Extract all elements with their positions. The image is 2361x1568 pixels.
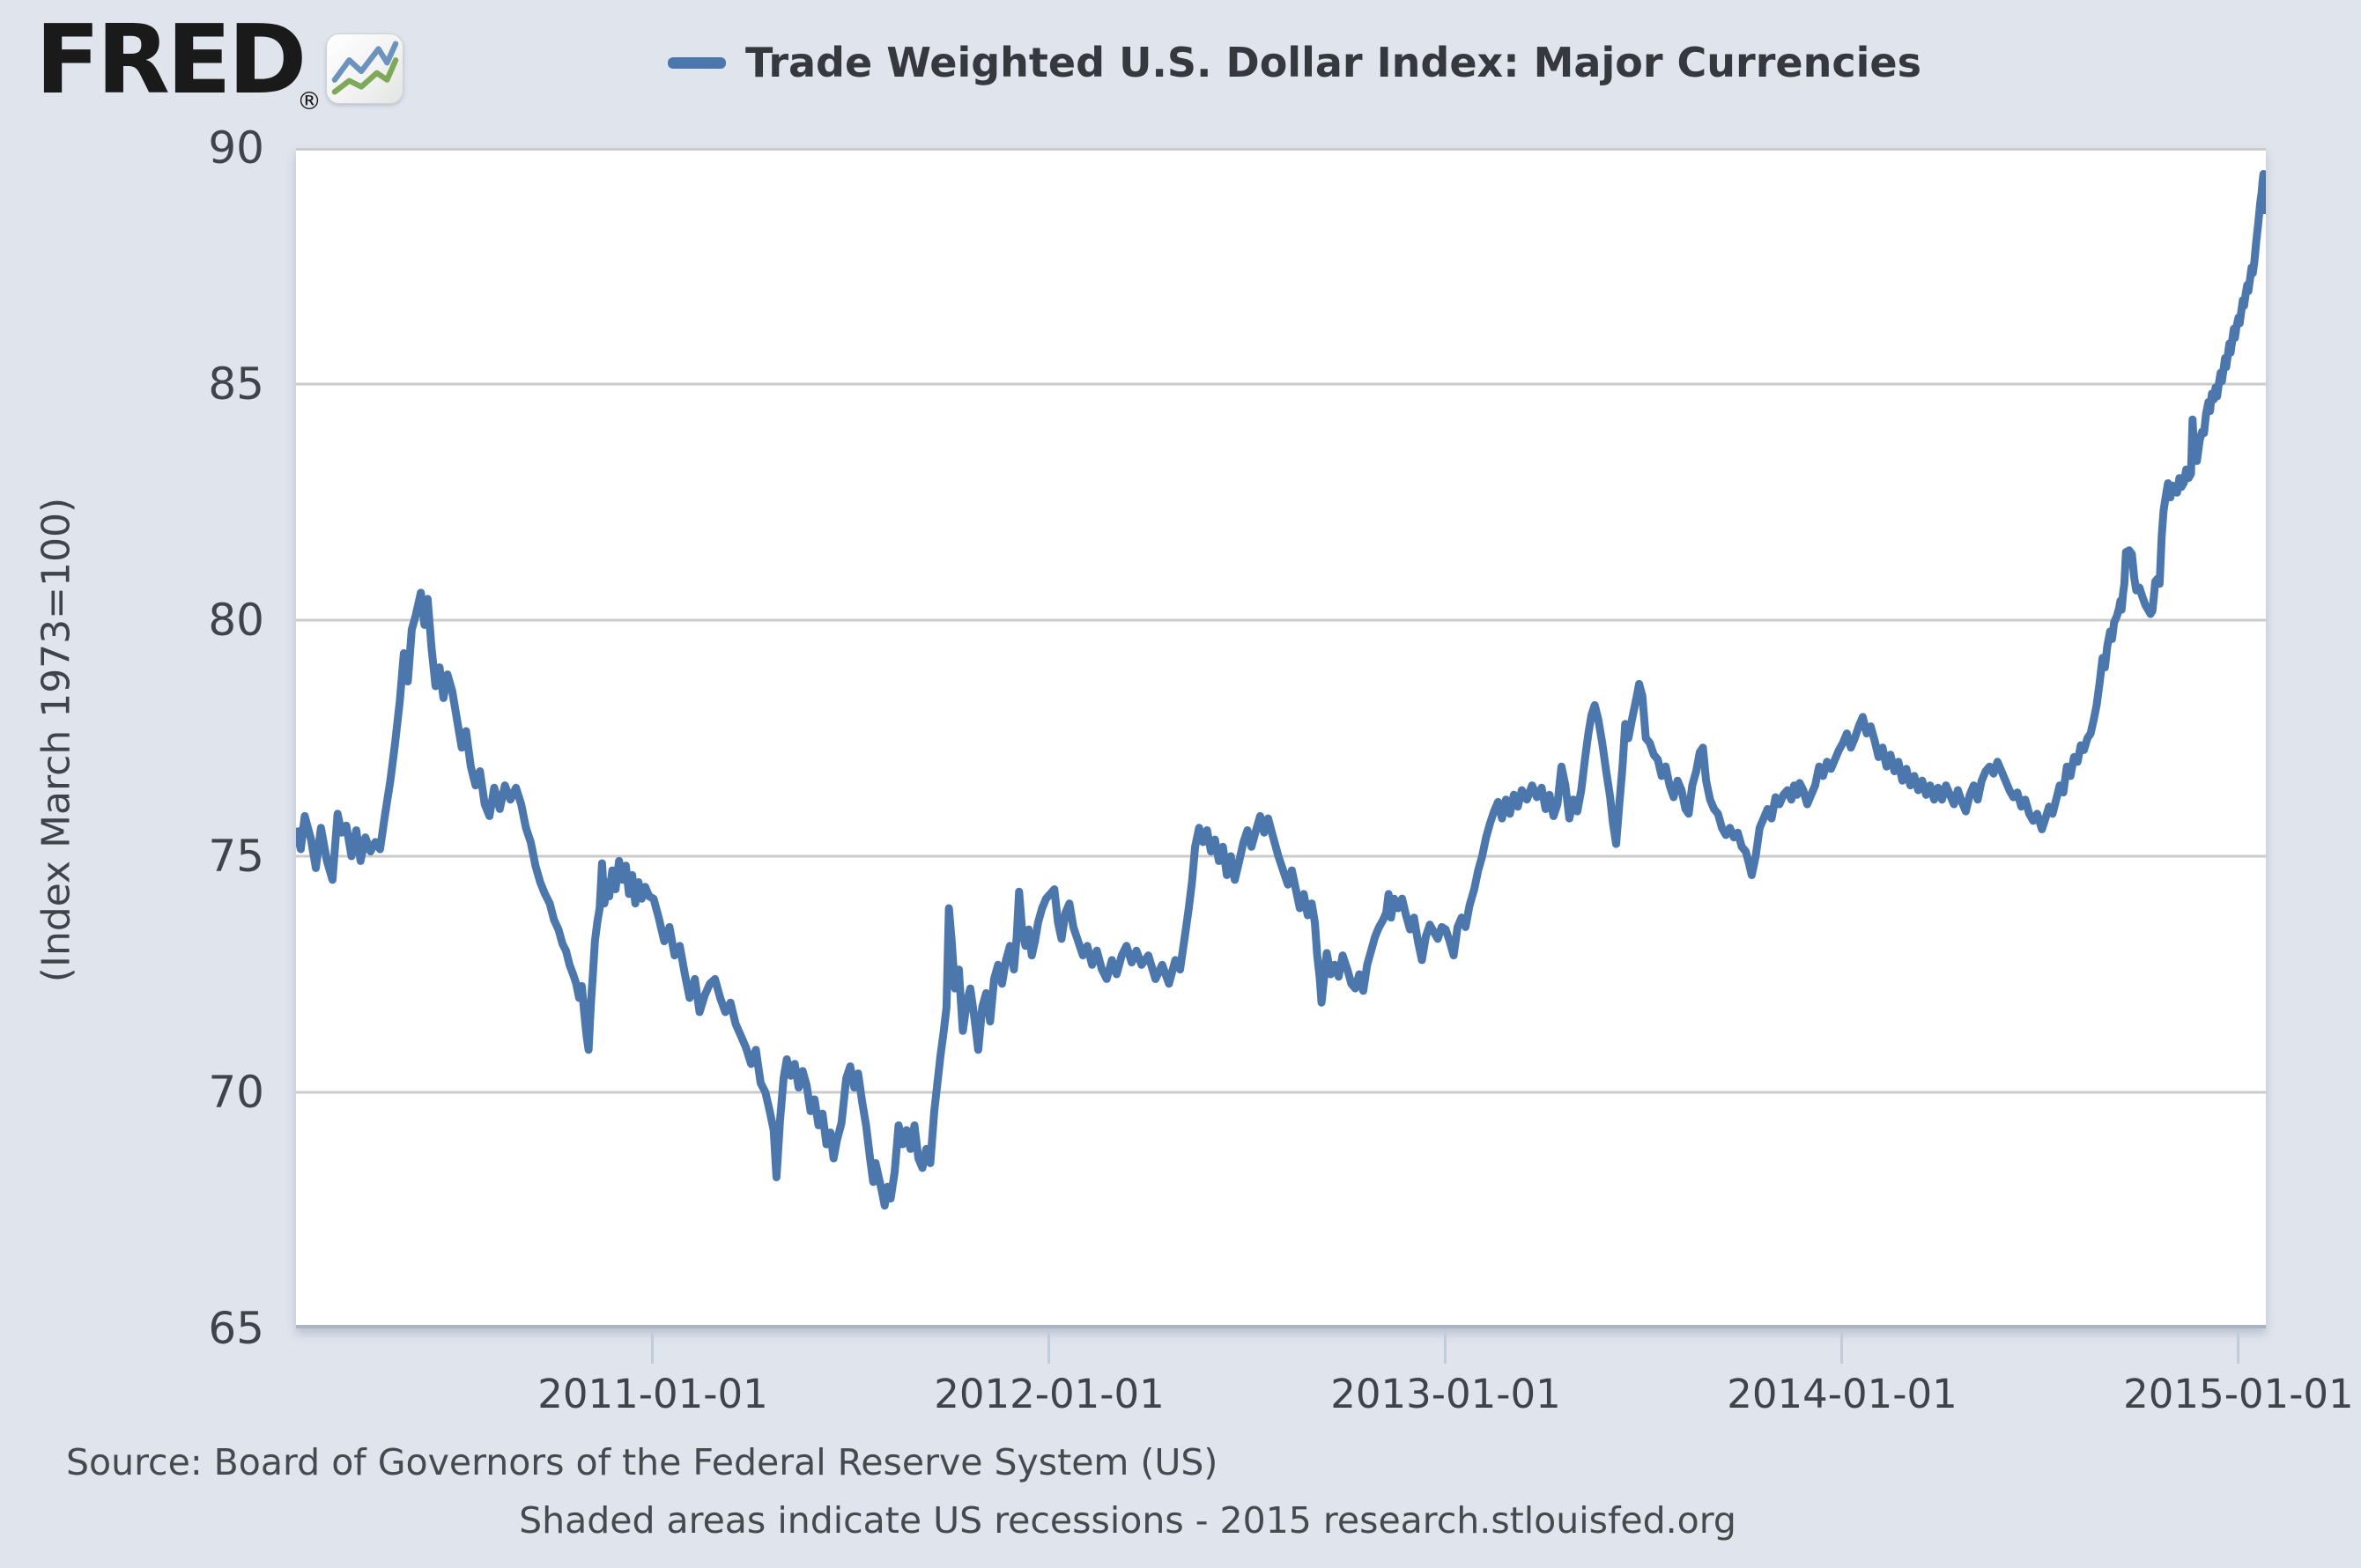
x-tick-mark <box>1840 1331 1844 1364</box>
x-tick-mark <box>1047 1331 1051 1364</box>
recession-note: Shaded areas indicate US recessions - 20… <box>519 1499 1736 1542</box>
x-tick-mark <box>651 1331 655 1364</box>
x-tick-label: 2013-01-01 <box>1330 1371 1561 1417</box>
line-chart <box>296 148 2266 1210</box>
x-tick-label: 2015-01-01 <box>2123 1371 2354 1417</box>
x-tick-label: 2011-01-01 <box>537 1371 768 1417</box>
registered-trademark-icon: ® <box>297 86 322 115</box>
y-tick-label: 90 <box>208 122 264 174</box>
fred-logo: FRED ® <box>35 9 403 123</box>
y-tick-label: 75 <box>208 831 264 882</box>
chart-legend: Trade Weighted U.S. Dollar Index: Major … <box>668 39 1921 86</box>
x-axis: 2011-01-01 2012-01-01 2013-01-01 2014-01-01… <box>296 1328 2354 1443</box>
series-line <box>296 170 2266 1210</box>
y-tick-label: 85 <box>208 359 264 410</box>
legend-line-swatch <box>668 56 726 69</box>
x-tick-mark <box>1444 1331 1447 1364</box>
fred-logo-text: FRED <box>35 5 307 115</box>
x-tick-label: 2014-01-01 <box>1727 1371 1958 1417</box>
plot-area <box>296 148 2266 1328</box>
legend-series-label: Trade Weighted U.S. Dollar Index: Major … <box>745 39 1921 86</box>
y-tick-label: 70 <box>208 1067 264 1118</box>
fred-logo-chart-icon <box>326 33 403 104</box>
y-tick-label: 80 <box>208 595 264 646</box>
x-tick-mark <box>2237 1331 2240 1364</box>
y-axis-title: (Index March 1973=100) <box>33 497 79 983</box>
source-note: Source: Board of Governors of the Federa… <box>66 1441 1218 1483</box>
y-tick-label: 65 <box>208 1303 264 1354</box>
sparkline-icon <box>331 41 399 95</box>
x-tick-label: 2012-01-01 <box>934 1371 1165 1417</box>
